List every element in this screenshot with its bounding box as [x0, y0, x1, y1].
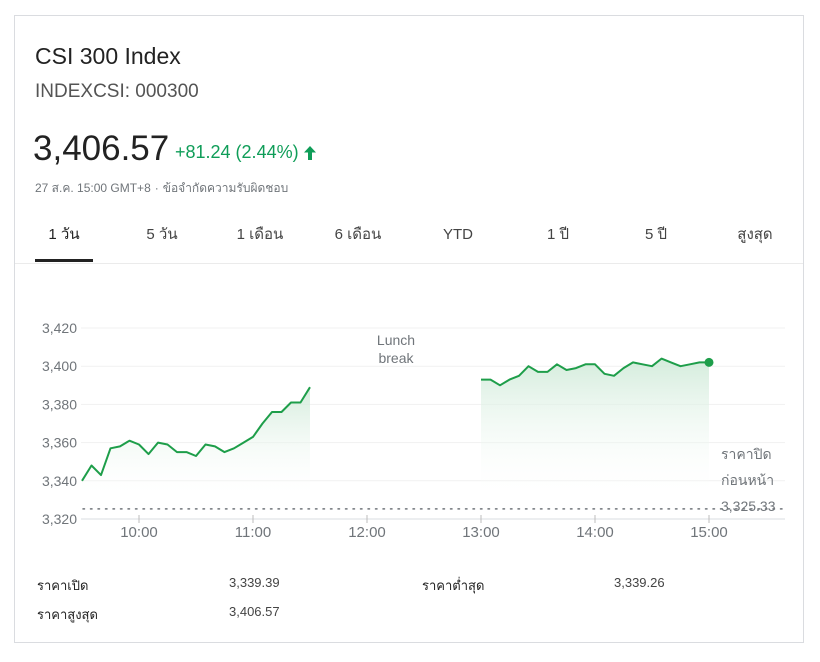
- stat-open-value: 3,339.39: [229, 575, 280, 590]
- y-tick-label: 3,400: [42, 358, 77, 374]
- stat-low-label: ราคาต่ำสุด: [422, 578, 485, 593]
- separator: ·: [154, 181, 159, 195]
- previous-close-label: ก่อนหน้า: [721, 472, 774, 488]
- y-tick-label: 3,360: [42, 435, 77, 451]
- lunch-break-annotation: break: [378, 350, 414, 366]
- disclaimer-link[interactable]: ข้อจำกัดความรับผิดชอบ: [162, 181, 289, 195]
- timestamp-line: 27 ส.ค. 15:00 GMT+8 · ข้อจำกัดความรับผิดชอ…: [35, 179, 288, 198]
- y-tick-label: 3,420: [42, 320, 77, 336]
- series-area-afternoon: [481, 358, 709, 500]
- tab-label: สูงสุด: [737, 226, 773, 243]
- tab-max[interactable]: สูงสุด: [725, 216, 785, 261]
- x-tick-label: 14:00: [576, 524, 614, 541]
- index-title: CSI 300 Index: [35, 43, 181, 69]
- x-tick-label: 12:00: [348, 524, 386, 541]
- y-tick-label: 3,340: [42, 473, 77, 489]
- x-tick-label: 15:00: [690, 524, 728, 541]
- tab-5-year[interactable]: 5 ปี: [628, 216, 684, 261]
- x-tick-label: 11:00: [235, 524, 271, 541]
- tab-1-month[interactable]: 1 เดือน: [227, 216, 293, 261]
- price-change-text: +81.24 (2.44%): [175, 142, 299, 162]
- ticker-symbol: INDEXCSI: 000300: [35, 81, 199, 102]
- previous-close-value: 3,325.33: [721, 498, 776, 514]
- stock-card: CSI 300 Index INDEXCSI: 000300 3,406.57 …: [14, 15, 804, 643]
- x-tick-label: 13:00: [462, 524, 500, 541]
- stat-high-label: ราคาสูงสุด: [37, 607, 98, 622]
- tab-label: 5 ปี: [644, 226, 668, 243]
- arrow-up-icon: [303, 145, 316, 160]
- tab-label: 6 เดือน: [334, 226, 382, 243]
- y-tick-label: 3,320: [42, 511, 77, 527]
- series-line-morning: [81, 386, 311, 482]
- tab-label: YTD: [443, 226, 473, 243]
- tab-label: 5 วัน: [146, 226, 178, 243]
- active-tab-indicator: [35, 259, 93, 262]
- tab-5-day[interactable]: 5 วัน: [133, 216, 191, 261]
- y-tick-label: 3,380: [42, 396, 77, 412]
- series-area-morning: [82, 387, 310, 500]
- range-tabs: 1 วัน 5 วัน 1 เดือน 6 เดือน YTD 1 ปี 5 ป…: [15, 216, 803, 264]
- stat-open-label: ราคาเปิด: [37, 578, 89, 593]
- tab-label: 1 วัน: [48, 226, 80, 243]
- timestamp: 27 ส.ค. 15:00 GMT+8: [35, 181, 151, 195]
- tab-1-day[interactable]: 1 วัน: [35, 216, 93, 262]
- stat-high-value: 3,406.57: [229, 604, 280, 619]
- last-price-point[interactable]: [704, 357, 714, 367]
- series-line-afternoon: [481, 357, 709, 387]
- lunch-break-annotation: Lunch: [377, 332, 415, 348]
- price-change: +81.24 (2.44%): [175, 142, 317, 163]
- tab-ytd[interactable]: YTD: [430, 216, 486, 261]
- tab-6-month[interactable]: 6 เดือน: [325, 216, 391, 261]
- tab-1-year[interactable]: 1 ปี: [530, 216, 586, 261]
- tab-label: 1 เดือน: [236, 226, 284, 243]
- x-tick-label: 10:00: [120, 524, 158, 541]
- current-price: 3,406.57: [33, 129, 170, 168]
- stat-low-value: 3,339.26: [614, 575, 665, 590]
- price-chart[interactable]: 3,420 3,400 3,380 3,360 3,340 3,320 10:00 11:00…: [15, 16, 803, 556]
- previous-close-label: ราคาปิด: [721, 446, 772, 462]
- tab-label: 1 ปี: [546, 226, 570, 243]
